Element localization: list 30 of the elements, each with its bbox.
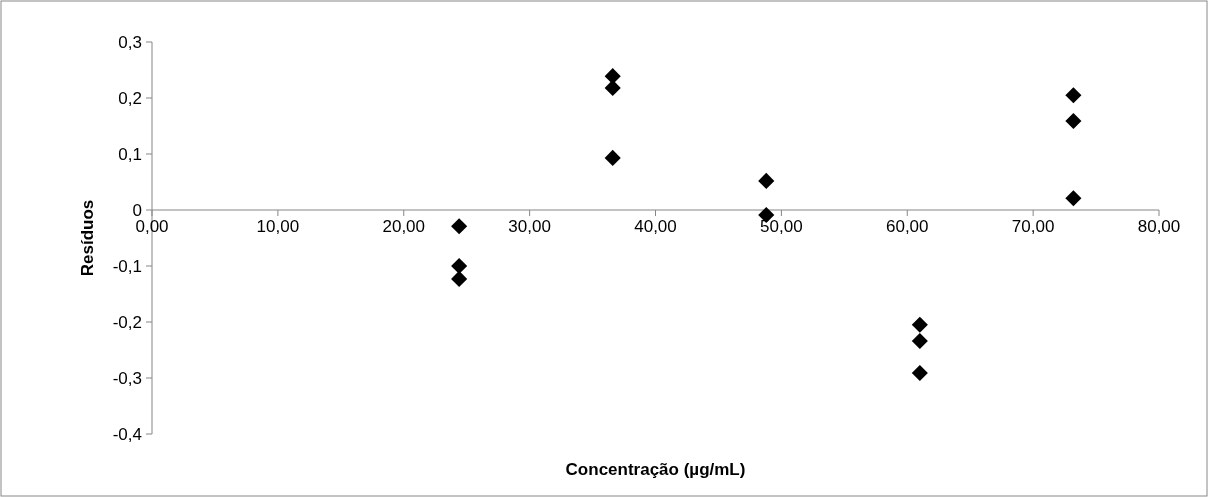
- point: [911, 364, 928, 382]
- y-tick-label: -0,3: [112, 368, 142, 388]
- x-tick-label: 50,00: [760, 217, 803, 236]
- point: [451, 218, 468, 235]
- y-tick-label: 0,2: [118, 88, 142, 108]
- point: [1065, 87, 1082, 104]
- y-tick-label: -0,4: [112, 424, 142, 444]
- point: [911, 316, 928, 333]
- x-tick-label: 70,00: [1011, 217, 1055, 236]
- x-axis-title: Concentração (µg/mL): [565, 460, 746, 479]
- x-tick-label: 20,00: [382, 217, 426, 236]
- point: [604, 149, 621, 166]
- x-tick-label: 30,00: [508, 217, 551, 236]
- x-tick-label: 60,00: [885, 217, 929, 236]
- x-tick-label: 40,00: [634, 217, 677, 236]
- x-tick-label: 10,00: [256, 217, 300, 236]
- point: [451, 270, 468, 287]
- point: [1065, 190, 1082, 207]
- x-tick-label: 0,00: [135, 217, 169, 236]
- point: [758, 172, 775, 189]
- point: [911, 332, 928, 350]
- y-tick-label: 0: [132, 200, 142, 220]
- x-tick-label: 80,00: [1137, 217, 1181, 236]
- y-axis-title: Resíduos: [78, 199, 97, 277]
- y-tick-label: -0,1: [112, 256, 142, 276]
- y-tick-label: 0,1: [118, 144, 142, 164]
- point: [1065, 112, 1082, 130]
- y-tick-label: 0,3: [118, 32, 142, 52]
- y-tick-label: -0,2: [112, 312, 142, 332]
- point: [451, 257, 468, 275]
